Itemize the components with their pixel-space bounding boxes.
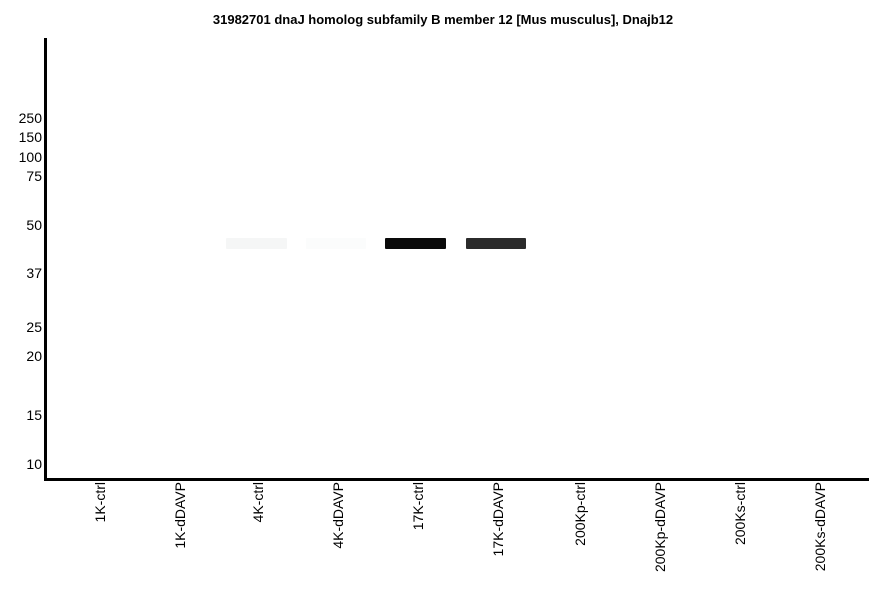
x-tick-label: 200Kp-ctrl <box>572 482 588 546</box>
blot-band-17k-ctrl <box>385 238 446 249</box>
x-tick-label: 17K-dDAVP <box>490 482 506 557</box>
x-tick-label: 200Ks-ctrl <box>732 482 748 546</box>
x-tick-label: 1K-dDAVP <box>172 482 188 549</box>
y-tick-label-10: 10 <box>26 456 42 472</box>
y-tick-label-25: 25 <box>26 319 42 335</box>
y-tick-label-250: 250 <box>18 110 42 126</box>
y-tick-label-100: 100 <box>18 149 42 165</box>
y-axis-line <box>44 38 47 481</box>
blot-band-4k-ddavp <box>306 238 366 249</box>
y-tick-label-50: 50 <box>26 217 42 233</box>
x-axis-line <box>44 478 869 481</box>
y-tick-label-20: 20 <box>26 348 42 364</box>
x-tick-label: 200Ks-dDAVP <box>812 482 828 572</box>
y-tick-label-37: 37 <box>26 265 42 281</box>
x-tick-label: 4K-dDAVP <box>330 482 346 549</box>
blot-band-17k-ddavp <box>466 238 526 249</box>
x-tick-label: 1K-ctrl <box>92 482 108 523</box>
x-tick-label: 17K-ctrl <box>410 482 426 531</box>
chart-title: 31982701 dnaJ homolog subfamily B member… <box>212 12 674 27</box>
x-tick-label: 4K-ctrl <box>250 482 266 523</box>
y-tick-label-150: 150 <box>18 129 42 145</box>
blot-band-4k-ctrl <box>226 238 287 249</box>
y-tick-label-75: 75 <box>26 168 42 184</box>
x-tick-label: 200Kp-dDAVP <box>652 482 668 573</box>
y-tick-label-15: 15 <box>26 407 42 423</box>
